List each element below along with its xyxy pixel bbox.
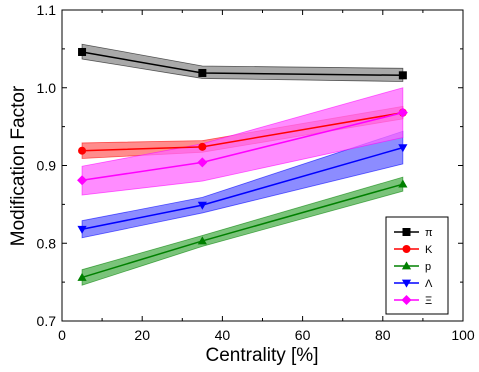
series-1-point	[78, 47, 87, 56]
legend-marker-3	[401, 261, 412, 270]
legend-marker-4	[401, 279, 412, 288]
series-5-point	[397, 107, 408, 118]
series-4-point	[197, 201, 207, 210]
series-5-point	[77, 175, 88, 186]
series-1-band	[81, 43, 404, 82]
axis-ticks	[61, 9, 464, 322]
series-2-point	[198, 142, 207, 151]
x-tick-label: 0	[58, 327, 66, 343]
series-3-point	[77, 272, 87, 281]
x-tick-label: 80	[375, 327, 391, 343]
series-5-band	[81, 87, 404, 196]
legend-marker-2	[402, 245, 411, 253]
series-4-band	[81, 130, 404, 239]
y-axis-title: Modification Factor	[8, 85, 29, 246]
series-1-point	[398, 71, 407, 80]
legend-marker-5	[401, 295, 412, 305]
y-tick-label: 1.1	[37, 2, 57, 18]
series-4-point	[77, 225, 87, 234]
x-tick-label: 100	[451, 327, 475, 343]
series-3-band	[81, 176, 404, 286]
y-tick-label: 0.9	[37, 158, 57, 174]
y-tick-label: 1.0	[37, 80, 57, 96]
series-5-point	[197, 157, 208, 168]
legend-label-4: Λ	[425, 278, 433, 290]
x-tick-label: 40	[215, 327, 231, 343]
axis-tick-labels: 0 20 40 60 80 100 0.7 0.8 0.9 1.0 1.1	[37, 2, 475, 343]
series-1-point	[198, 68, 207, 77]
series-3-point	[398, 179, 408, 188]
legend-label-3: p	[425, 261, 431, 273]
legend-label-2: K	[425, 244, 433, 256]
y-tick-label: 0.8	[37, 235, 57, 251]
legend-label-5: Ξ	[425, 295, 432, 307]
series-3-point	[197, 236, 207, 245]
y-tick-label: 0.7	[37, 313, 57, 329]
series-4-point	[398, 144, 408, 153]
series-2-point	[78, 146, 87, 155]
uncertainty-bands	[81, 43, 404, 286]
series-markers	[77, 47, 408, 281]
x-axis-title: Centrality [%]	[206, 345, 319, 366]
x-tick-label: 60	[295, 327, 311, 343]
legend-label-1: π	[425, 227, 433, 239]
x-tick-label: 20	[134, 327, 150, 343]
legend-marker-1	[402, 228, 411, 236]
